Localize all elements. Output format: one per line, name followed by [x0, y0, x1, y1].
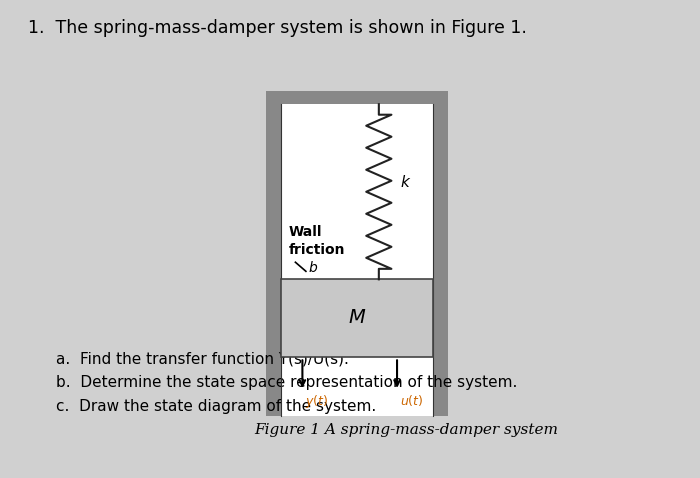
Bar [281, 279, 433, 358]
Bar [266, 91, 281, 416]
Text: 1.  The spring-mass-damper system is shown in Figure 1.: 1. The spring-mass-damper system is show… [28, 19, 527, 37]
Text: $k$: $k$ [400, 174, 411, 190]
Text: c.  Draw the state diagram of the system.: c. Draw the state diagram of the system. [56, 399, 377, 414]
Text: $M$: $M$ [348, 309, 366, 327]
Text: $u(t)$: $u(t)$ [400, 393, 424, 408]
Bar [266, 91, 448, 104]
Text: $b$: $b$ [308, 261, 318, 275]
Bar [433, 91, 448, 416]
Bar [281, 104, 433, 416]
Text: b.  Determine the state space representation of the system.: b. Determine the state space representat… [56, 375, 517, 390]
Text: Figure 1 A spring-mass-damper system: Figure 1 A spring-mass-damper system [254, 423, 558, 437]
Text: $y(t)$: $y(t)$ [305, 393, 328, 410]
Text: Wall: Wall [288, 225, 322, 239]
Text: a.  Find the transfer function Y(s)/U(s).: a. Find the transfer function Y(s)/U(s). [56, 351, 349, 366]
Text: friction: friction [288, 243, 345, 257]
